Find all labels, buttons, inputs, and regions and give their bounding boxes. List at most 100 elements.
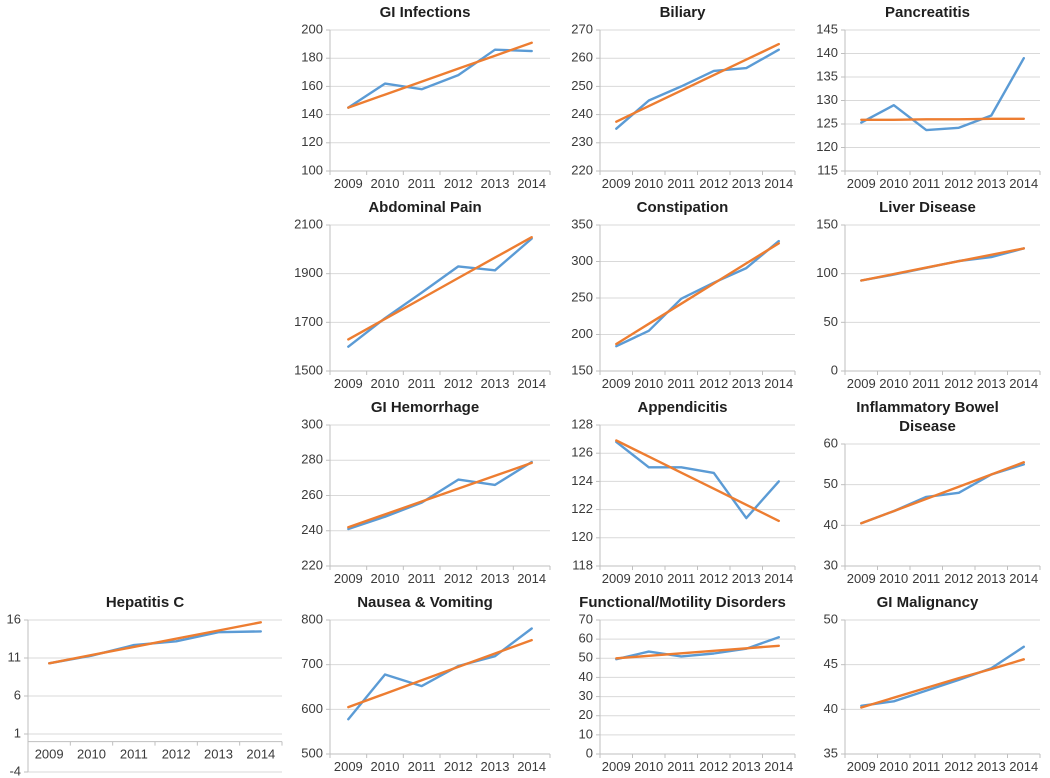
chart-liver-disease: Liver Disease 0 50 100 150 2009 2010 2011 2012 20… bbox=[805, 195, 1050, 395]
x-tick-label: 2013 bbox=[977, 176, 1006, 191]
x-tick-label: 2014 bbox=[764, 176, 793, 191]
x-tick-label: 2010 bbox=[371, 759, 400, 774]
x-tick-label: 2009 bbox=[35, 747, 64, 762]
chart-title: Pancreatitis bbox=[884, 4, 971, 21]
series-blue-line bbox=[860, 645, 1026, 708]
x-tick-label: 2012 bbox=[699, 176, 728, 191]
y-tick-label: 30 bbox=[824, 557, 838, 572]
chart-plot: 118 120 122 124 126 128 2009 2010 2011 2012 2013 20… bbox=[571, 417, 796, 586]
y-tick-label: 50 bbox=[824, 612, 838, 626]
y-tick-label: 230 bbox=[571, 134, 593, 149]
y-tick-label: 250 bbox=[571, 78, 593, 93]
x-tick-label: 2013 bbox=[481, 759, 510, 774]
series-orange-trendline bbox=[860, 247, 1026, 282]
y-tick-label: 260 bbox=[301, 487, 323, 502]
x-tick-label: 2009 bbox=[334, 176, 363, 191]
x-tick-label: 2013 bbox=[977, 759, 1006, 774]
y-tick-label: 700 bbox=[301, 656, 323, 671]
x-tick-label: 2011 bbox=[667, 759, 695, 774]
x-tick-label: 2014 bbox=[517, 176, 546, 191]
x-tick-label: 2011 bbox=[408, 759, 436, 774]
x-tick-label: 2011 bbox=[667, 376, 695, 391]
y-tick-label: 6 bbox=[14, 687, 21, 702]
x-tick-label: 2010 bbox=[879, 571, 908, 586]
series-orange-trendline bbox=[860, 658, 1026, 709]
series-blue-line bbox=[347, 237, 533, 348]
y-tick-label: 1 bbox=[14, 725, 21, 740]
series-blue-line bbox=[48, 630, 262, 665]
y-tick-label: 122 bbox=[571, 501, 593, 516]
y-tick-label: 60 bbox=[579, 631, 593, 646]
x-tick-label: 2012 bbox=[944, 759, 973, 774]
x-tick-label: 2011 bbox=[912, 571, 940, 586]
x-tick-label: 2009 bbox=[334, 571, 363, 586]
y-tick-label: 0 bbox=[831, 362, 838, 377]
y-tick-label: 35 bbox=[824, 745, 838, 760]
y-tick-label: 50 bbox=[824, 314, 838, 329]
y-tick-label: 2100 bbox=[294, 217, 323, 231]
x-tick-label: 2010 bbox=[371, 376, 400, 391]
y-tick-label: 140 bbox=[301, 106, 323, 121]
y-tick-label: 180 bbox=[301, 50, 323, 65]
series-blue-line bbox=[860, 57, 1026, 132]
series-orange-trendline bbox=[347, 236, 533, 341]
y-tick-label: 120 bbox=[571, 529, 593, 544]
x-tick-label: 2011 bbox=[912, 759, 940, 774]
y-tick-label: 1500 bbox=[294, 362, 323, 377]
x-tick-label: 2010 bbox=[879, 376, 908, 391]
series-orange-trendline bbox=[615, 42, 781, 123]
chart-pancreatitis: Pancreatitis 115 120 125 130 135 140 145 2009 201… bbox=[805, 0, 1050, 195]
chart-title: Inflammatory Bowel Disease bbox=[856, 399, 999, 435]
x-tick-label: 2009 bbox=[847, 376, 876, 391]
chart-plot: 500 600 700 800 2009 2010 2011 2012 2013 2014 bbox=[301, 612, 551, 774]
series-blue-line bbox=[615, 48, 781, 130]
chart-plot: 100 120 140 160 180 200 2009 2010 2011 2012 2013 20… bbox=[301, 22, 551, 191]
x-tick-label: 2009 bbox=[847, 176, 876, 191]
y-tick-label: 0 bbox=[586, 745, 593, 760]
chart-title: Hepatitis C bbox=[105, 594, 185, 611]
x-tick-label: 2012 bbox=[944, 176, 973, 191]
y-tick-label: 260 bbox=[571, 50, 593, 65]
series-orange-trendline bbox=[860, 461, 1026, 525]
chart-title: Abdominal Pain bbox=[368, 199, 482, 216]
x-tick-label: 2013 bbox=[732, 759, 761, 774]
chart-plot: 220 230 240 250 260 270 2009 2010 2011 2012 2013 20… bbox=[571, 22, 796, 191]
chart-title: Biliary bbox=[659, 4, 706, 21]
x-tick-label: 2009 bbox=[602, 176, 631, 191]
chart-plot: 1500 1700 1900 2100 2009 2010 2011 2012 2013 2014 bbox=[294, 217, 551, 391]
y-tick-label: 125 bbox=[816, 115, 838, 130]
x-tick-label: 2014 bbox=[1009, 376, 1038, 391]
x-tick-label: 2014 bbox=[1009, 759, 1038, 774]
x-tick-label: 2014 bbox=[1009, 571, 1038, 586]
x-tick-label: 2014 bbox=[246, 747, 275, 762]
x-tick-label: 2013 bbox=[481, 176, 510, 191]
y-tick-label: 30 bbox=[579, 688, 593, 703]
y-tick-label: 135 bbox=[816, 68, 838, 83]
y-tick-label: 300 bbox=[301, 417, 323, 431]
x-tick-label: 2013 bbox=[732, 176, 761, 191]
chart-biliary: Biliary 220 230 240 250 260 270 2009 2010 2011 201… bbox=[560, 0, 805, 195]
series-orange-trendline bbox=[615, 644, 781, 660]
chart-title: Nausea & Vomiting bbox=[357, 594, 493, 611]
series-blue-line bbox=[615, 239, 781, 348]
x-tick-label: 2010 bbox=[879, 176, 908, 191]
x-tick-label: 2010 bbox=[879, 759, 908, 774]
series-orange-trendline bbox=[615, 242, 781, 346]
x-tick-label: 2013 bbox=[481, 376, 510, 391]
x-tick-label: 2011 bbox=[408, 376, 436, 391]
y-tick-label: 10 bbox=[579, 726, 593, 741]
y-tick-label: 120 bbox=[816, 139, 838, 154]
x-tick-label: 2011 bbox=[667, 571, 695, 586]
chart-gi-malignancy: GI Malignancy 35 40 45 50 2009 2010 2011 2012 201… bbox=[805, 590, 1050, 778]
x-tick-label: 2014 bbox=[764, 376, 793, 391]
y-tick-label: 20 bbox=[579, 707, 593, 722]
chart-plot: 220 240 260 280 300 2009 2010 2011 2012 2013 2014 bbox=[301, 417, 551, 586]
y-tick-label: 800 bbox=[301, 612, 323, 626]
x-tick-label: 2011 bbox=[912, 376, 940, 391]
x-tick-label: 2014 bbox=[517, 376, 546, 391]
x-tick-label: 2010 bbox=[634, 571, 663, 586]
